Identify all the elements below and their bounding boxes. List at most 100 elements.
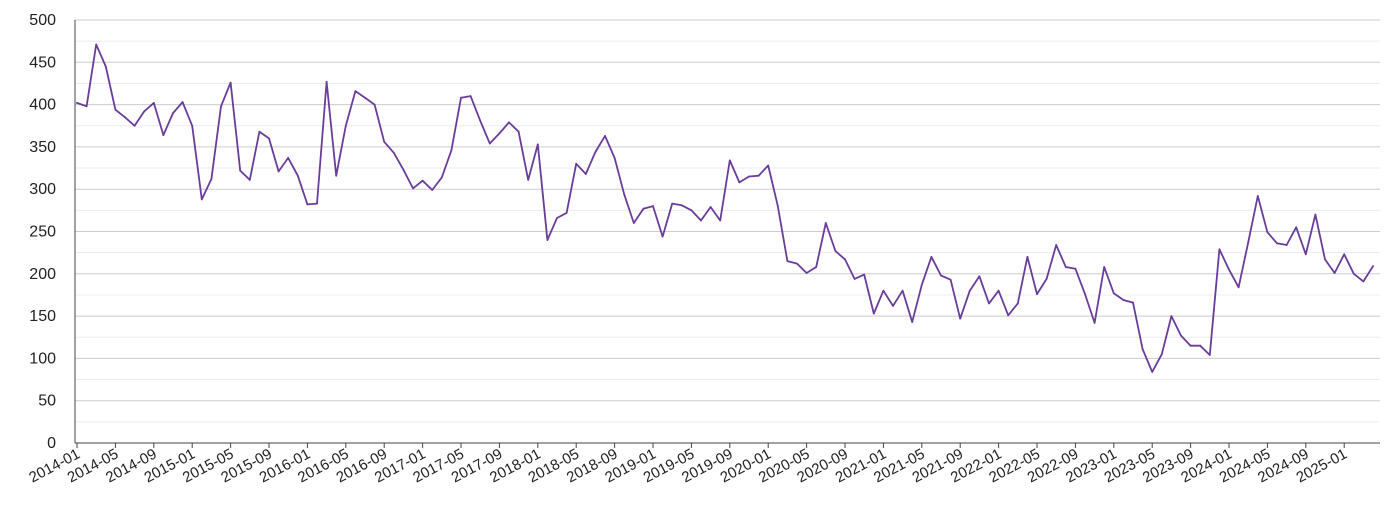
data-point xyxy=(1247,241,1250,244)
data-point xyxy=(565,212,568,214)
data-point xyxy=(815,266,818,268)
data-point xyxy=(508,121,510,124)
data-point xyxy=(1160,353,1163,356)
data-point xyxy=(488,142,491,145)
data-point xyxy=(335,174,338,177)
data-point xyxy=(268,137,270,140)
data-point xyxy=(1141,348,1144,350)
data-point xyxy=(1093,322,1096,324)
data-point xyxy=(940,274,942,277)
data-point xyxy=(719,219,722,222)
data-point xyxy=(1170,315,1173,317)
data-point xyxy=(1112,292,1115,295)
data-point xyxy=(757,174,760,177)
data-point xyxy=(728,159,731,162)
data-point xyxy=(1064,266,1067,268)
data-point xyxy=(85,105,88,108)
data-point xyxy=(786,260,789,262)
y-axis: 0 50 100 150 200 250 300 350 400 450 500 xyxy=(29,12,76,452)
data-point xyxy=(738,181,741,184)
data-point xyxy=(1007,314,1010,317)
data-point xyxy=(162,134,165,137)
x-axis: 2014-012014-052014-092015-012015-052015-… xyxy=(26,442,1380,486)
data-point xyxy=(239,169,242,172)
data-point xyxy=(469,95,472,97)
data-point xyxy=(95,43,98,46)
data-point xyxy=(949,278,952,281)
y-tick-label: 300 xyxy=(29,181,56,198)
data-point xyxy=(373,103,376,106)
data-point xyxy=(402,168,405,171)
data-point xyxy=(642,207,645,210)
data-point xyxy=(114,108,117,111)
data-point xyxy=(200,198,203,201)
y-tick-label: 0 xyxy=(47,435,56,452)
data-point xyxy=(556,217,558,219)
data-point xyxy=(671,202,674,205)
data-point xyxy=(1372,265,1374,268)
data-point xyxy=(776,205,779,208)
data-point xyxy=(1084,293,1086,295)
data-point xyxy=(1352,272,1355,275)
data-point xyxy=(277,170,280,173)
data-point xyxy=(1016,302,1019,305)
data-point xyxy=(892,305,894,307)
data-point xyxy=(1180,334,1182,337)
data-point xyxy=(1045,278,1048,280)
data-point xyxy=(76,102,78,104)
data-point xyxy=(584,173,587,175)
data-point xyxy=(498,132,501,135)
data-point xyxy=(1276,242,1278,245)
y-tick-label: 500 xyxy=(29,12,56,29)
data-point xyxy=(767,164,770,167)
data-point xyxy=(1295,226,1298,229)
data-point xyxy=(748,175,750,178)
data-point xyxy=(421,179,424,182)
data-point xyxy=(104,65,107,68)
data-point xyxy=(594,151,597,153)
data-point xyxy=(152,102,155,104)
data-point xyxy=(1314,213,1317,216)
data-point xyxy=(536,143,539,146)
data-point xyxy=(978,275,981,278)
data-point xyxy=(364,96,366,99)
y-tick-label: 350 xyxy=(29,139,56,156)
data-point xyxy=(1036,293,1038,295)
data-point xyxy=(844,258,846,261)
data-point xyxy=(690,209,693,212)
data-point xyxy=(920,283,923,286)
data-point xyxy=(1285,244,1288,246)
data-point xyxy=(412,187,414,190)
data-point xyxy=(632,222,635,224)
data-point xyxy=(210,178,213,180)
data-point xyxy=(872,312,875,315)
data-point xyxy=(824,222,827,224)
data-point xyxy=(652,205,654,208)
data-point xyxy=(479,119,482,122)
data-point xyxy=(316,202,318,205)
y-tick-label: 150 xyxy=(29,308,56,325)
data-point xyxy=(882,289,885,292)
data-point xyxy=(997,289,1000,292)
data-point xyxy=(431,189,434,191)
data-point xyxy=(344,124,347,127)
series-line xyxy=(76,43,1374,373)
y-tick-label: 250 xyxy=(29,224,56,241)
data-point xyxy=(604,135,606,137)
data-point xyxy=(1199,344,1202,347)
data-point xyxy=(661,235,664,238)
data-point xyxy=(1218,248,1221,251)
y-tick-label: 100 xyxy=(29,350,56,367)
data-point xyxy=(124,116,126,119)
gridlines xyxy=(75,19,1380,444)
data-point xyxy=(1228,268,1230,271)
data-point xyxy=(229,81,232,84)
data-point xyxy=(546,239,549,241)
data-point xyxy=(623,193,626,196)
data-point xyxy=(287,157,290,159)
data-point xyxy=(959,317,962,320)
data-point xyxy=(968,289,971,292)
data-point xyxy=(853,278,856,280)
data-point xyxy=(709,206,712,208)
